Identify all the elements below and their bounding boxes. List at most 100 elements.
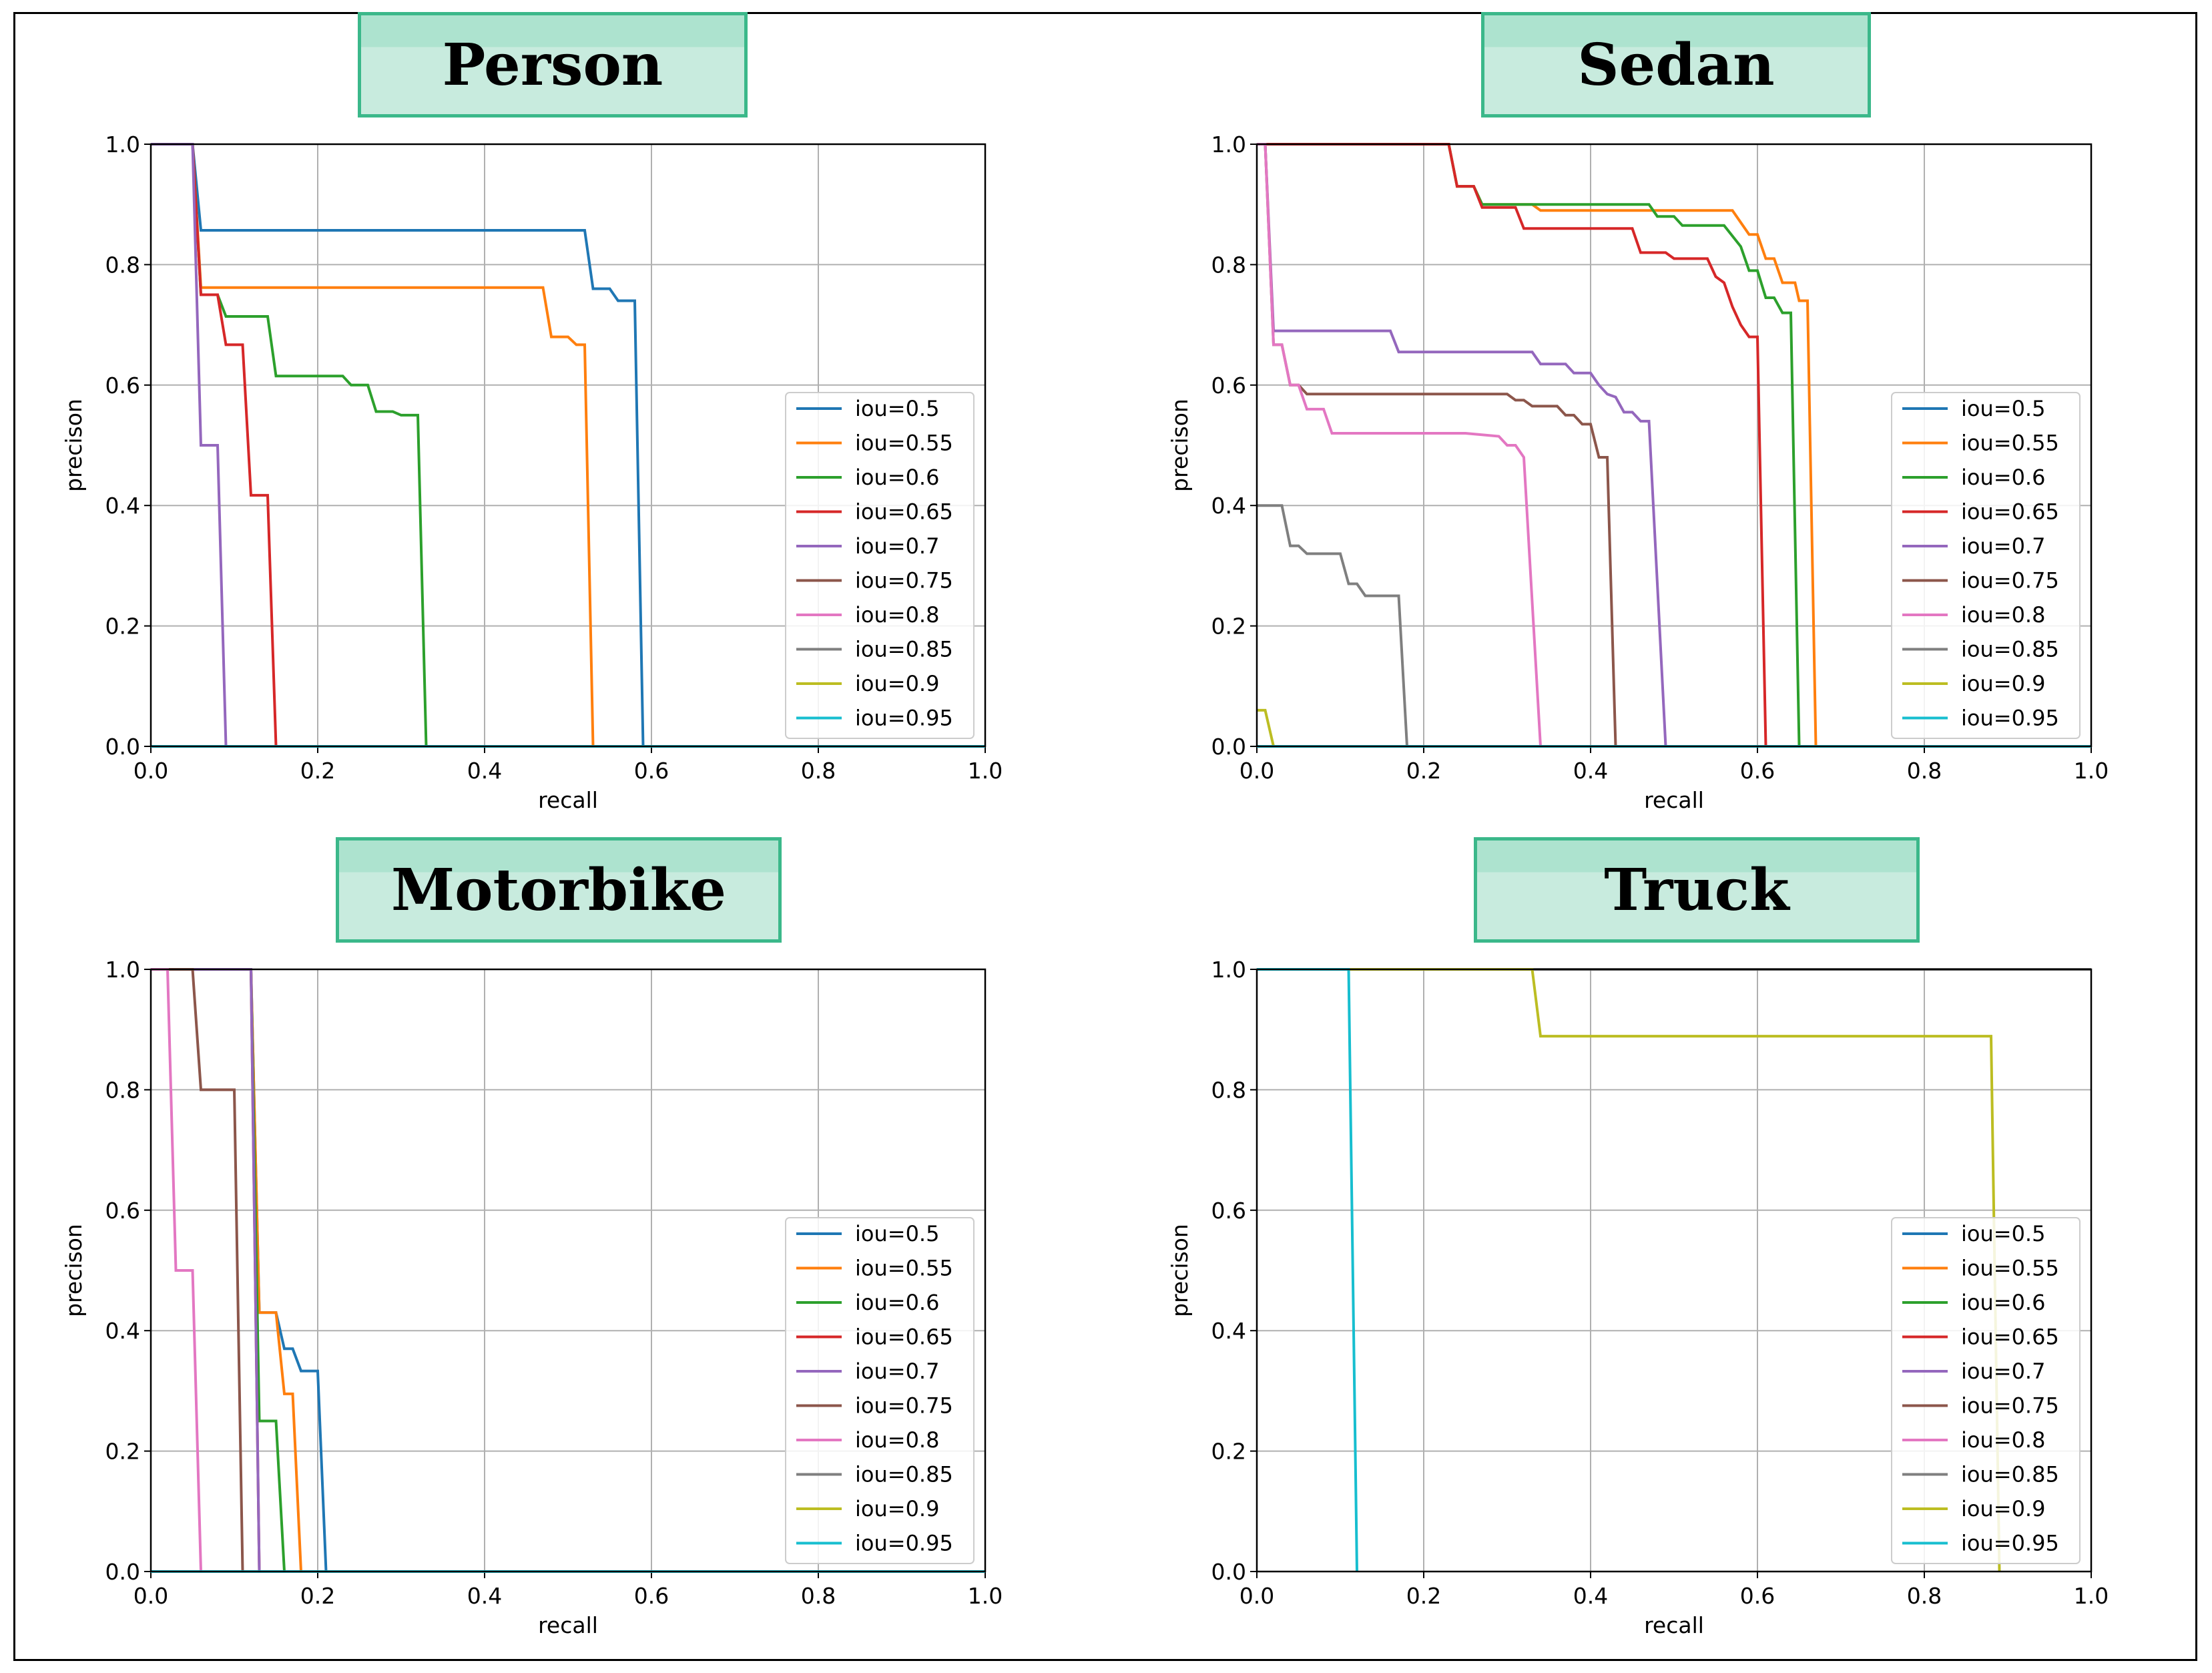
plot-border (1256, 143, 2093, 748)
legend-label: iou=0.55 (855, 1256, 953, 1281)
y-axis-label: precison (61, 1224, 87, 1317)
legend-label: iou=0.75 (855, 568, 953, 593)
legend: iou=0.5 iou=0.55 iou=0.6 iou=0.65 iou=0.7 iou… (785, 392, 975, 739)
legend-box (785, 1217, 975, 1564)
y-tick-label: 0.4 (1211, 493, 1246, 519)
y-tick-label: 1.0 (1211, 132, 1246, 158)
x-tick-label: 0.2 (300, 1583, 335, 1609)
chart-title: Motorbike (390, 856, 727, 924)
legend-label: iou=0.6 (1961, 465, 2045, 490)
legend-label: iou=0.7 (855, 1359, 939, 1384)
y-tick-label: 0.2 (105, 614, 140, 640)
x-tick-label: 0.2 (300, 758, 335, 784)
y-tick-label: 0.6 (105, 373, 140, 399)
legend-label: iou=0.9 (1961, 1496, 2045, 1521)
legend-label: iou=0.85 (855, 1462, 953, 1487)
y-tick-label: 0.0 (1211, 734, 1246, 760)
legend-label: iou=0.5 (1961, 1221, 2045, 1246)
legend: iou=0.5 iou=0.55 iou=0.6 iou=0.65 iou=0.7 iou… (1891, 392, 2081, 739)
x-tick-label: 0.4 (1573, 1583, 1608, 1609)
y-tick-label: 0.2 (1211, 1439, 1246, 1465)
series-line-iou-0.85 (1257, 504, 1408, 747)
x-tick-label: 1.0 (968, 1583, 1003, 1609)
y-axis-label: precison (61, 399, 87, 492)
y-tick-label: 1.0 (105, 132, 140, 158)
y-tick-label: 0.6 (105, 1198, 140, 1224)
legend: iou=0.5 iou=0.55 iou=0.6 iou=0.65 iou=0.7 iou… (785, 1217, 975, 1564)
legend-label: iou=0.95 (1961, 706, 2059, 731)
legend-label: iou=0.75 (1961, 568, 2059, 593)
y-tick-label: 0.8 (105, 252, 140, 278)
legend-label: iou=0.6 (1961, 1290, 2045, 1315)
title-box: Motorbike (336, 837, 782, 943)
chart-title: Truck (1604, 856, 1789, 924)
legend-label: iou=0.85 (1961, 637, 2059, 662)
x-tick-label: 1.0 (2074, 1583, 2109, 1609)
legend-label: iou=0.95 (855, 706, 953, 731)
plot-border (1256, 968, 2093, 1573)
pr-chart-truck: 0.0 0.2 0.4 0.6 0.8 1.0 0.0 0.2 0.4 0.6 0.8 1.0 reca… (1167, 957, 2109, 1638)
series-line-iou-0.7 (1257, 143, 1667, 747)
series-line-iou-0.65 (1257, 143, 1767, 747)
y-tick-label: 0.4 (105, 493, 140, 519)
series-line-iou-0.8 (1257, 143, 1542, 747)
y-tick-label: 0.6 (1211, 1198, 1246, 1224)
legend-label: iou=0.9 (855, 671, 939, 696)
legend-label: iou=0.8 (1961, 602, 2045, 628)
figure-frame (13, 12, 2197, 1661)
x-tick-label: 0.8 (1907, 758, 1942, 784)
panel-sedan: Sedan 0.0 0.2 0.4 0.6 0.8 1.0 0.0 0.2 0.4 0.6 0.8 1… (1106, 0, 2212, 828)
y-tick-label: 0.8 (1211, 1077, 1246, 1103)
x-tick-label: 0.6 (1740, 1583, 1775, 1609)
y-tick-label: 0.4 (1211, 1318, 1246, 1344)
panel-motorbike: Motorbike 0.0 0.2 0.4 0.6 0.8 1.0 0.0 0.2 0.4 0.6… (0, 825, 1106, 1653)
x-axis-label: recall (1644, 1612, 1704, 1638)
x-tick-label: 0.6 (634, 758, 669, 784)
pr-chart-person: 0.0 0.2 0.4 0.6 0.8 1.0 0.0 0.2 0.4 0.6 0.8 1.0 reca… (61, 132, 1003, 813)
legend-label: iou=0.7 (1961, 1359, 2045, 1384)
x-tick-label: 0.2 (1406, 758, 1441, 784)
legend-label: iou=0.8 (1961, 1427, 2045, 1453)
plot-border (150, 143, 987, 748)
x-tick-label: 0.2 (1406, 1583, 1441, 1609)
x-tick-label: 1.0 (968, 758, 1003, 784)
legend-label: iou=0.75 (1961, 1393, 2059, 1419)
pr-chart-motorbike: 0.0 0.2 0.4 0.6 0.8 1.0 0.0 0.2 0.4 0.6 0.8 1.0 reca… (61, 957, 1003, 1638)
y-tick-label: 0.2 (105, 1439, 140, 1465)
legend-label: iou=0.7 (1961, 533, 2045, 559)
x-tick-label: 1.0 (2074, 758, 2109, 784)
y-tick-label: 0.0 (105, 1559, 140, 1585)
y-tick-label: 0.8 (105, 1077, 140, 1103)
legend: iou=0.5 iou=0.55 iou=0.6 iou=0.65 iou=0.7 iou… (1891, 1217, 2081, 1564)
legend-label: iou=0.5 (855, 1221, 939, 1246)
x-tick-label: 0.6 (1740, 758, 1775, 784)
x-tick-label: 0.4 (467, 1583, 502, 1609)
y-axis-label: precison (1167, 1224, 1193, 1317)
legend-label: iou=0.95 (1961, 1531, 2059, 1556)
chart-title: Person (442, 31, 663, 99)
legend-box (1891, 392, 2081, 739)
x-axis-label: recall (538, 787, 598, 813)
chart-title: Sedan (1577, 31, 1775, 99)
x-tick-label: 0.4 (467, 758, 502, 784)
x-tick-label: 0.8 (1907, 1583, 1942, 1609)
legend-label: iou=0.9 (855, 1496, 939, 1521)
y-tick-label: 0.0 (1211, 1559, 1246, 1585)
plot-border (150, 968, 987, 1573)
pr-chart-sedan: 0.0 0.2 0.4 0.6 0.8 1.0 0.0 0.2 0.4 0.6 0.8 1.0 reca… (1167, 132, 2109, 813)
y-tick-label: 0.8 (1211, 252, 1246, 278)
legend-label: iou=0.6 (855, 1290, 939, 1315)
title-box: Truck (1474, 837, 1920, 943)
panel-person: Person 0.0 0.2 0.4 0.6 0.8 1.0 0.0 0.2 0.4 0.6 0.8… (0, 0, 1106, 828)
legend-label: iou=0.95 (855, 1531, 953, 1556)
x-tick-label: 0.0 (133, 1583, 168, 1609)
y-tick-label: 1.0 (105, 957, 140, 983)
legend-label: iou=0.65 (855, 499, 953, 525)
title-box: Sedan (1481, 12, 1871, 117)
x-axis-label: recall (538, 1612, 598, 1638)
series-line-iou-0.65 (151, 143, 278, 747)
legend-label: iou=0.55 (1961, 1256, 2059, 1281)
x-tick-label: 0.6 (634, 1583, 669, 1609)
x-tick-label: 0.8 (801, 1583, 836, 1609)
legend-box (785, 392, 975, 739)
